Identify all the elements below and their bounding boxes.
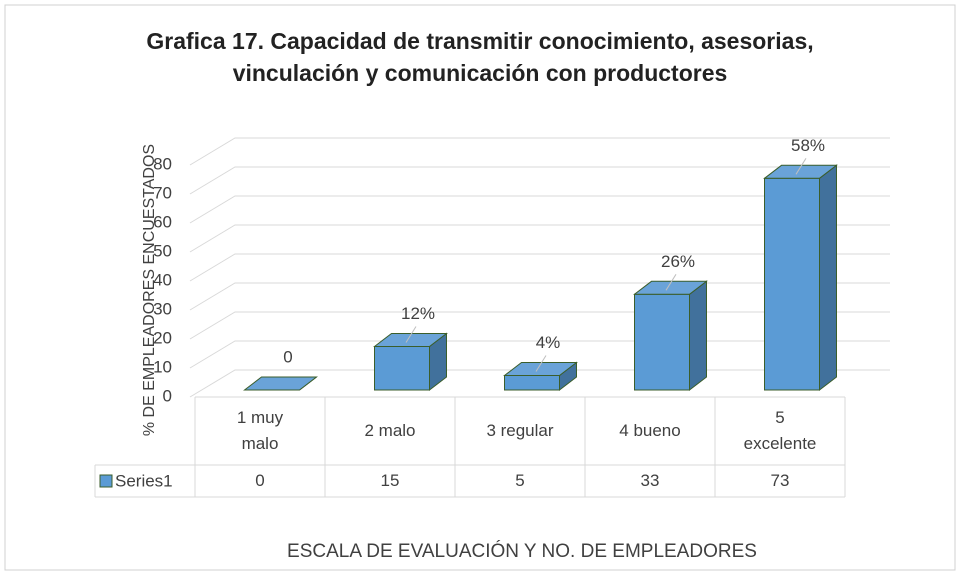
table-value: 0 (195, 465, 325, 497)
table-value-text: 73 (770, 471, 790, 490)
y-tick-label: 50 (153, 241, 172, 260)
table-value: 73 (715, 465, 845, 497)
y-tick-label: 80 (153, 154, 172, 173)
x-tick-label-text: 5 excelente (743, 408, 817, 453)
x-tick-label: 5 excelente (715, 397, 845, 465)
bar (374, 346, 430, 391)
bar-top (243, 376, 318, 391)
table-value: 5 (455, 465, 585, 497)
bar (504, 375, 560, 391)
data-label: 58% (791, 136, 825, 155)
data-label: 12% (401, 304, 435, 323)
grid-line (189, 137, 890, 166)
leader-line (665, 274, 677, 291)
table-value-text: 0 (255, 471, 265, 490)
bar (764, 177, 820, 391)
leader-line (535, 355, 547, 372)
table-value-text: 5 (515, 471, 525, 490)
table-value-text: 33 (640, 471, 660, 490)
data-label: 0 (283, 347, 292, 366)
chart-title: Grafica 17. Capacidad de transmitir cono… (146, 28, 814, 86)
x-tick-label: 3 regular (455, 397, 585, 465)
grid-line (189, 195, 890, 224)
y-tick-label: 0 (163, 386, 172, 405)
x-tick-label: 2 malo (325, 397, 455, 465)
y-tick-label: 10 (153, 357, 172, 376)
title-box: Grafica 17. Capacidad de transmitir cono… (146, 28, 814, 86)
grid-line (189, 253, 890, 282)
x-tick-label-text: 2 malo (364, 421, 416, 440)
data-label: 26% (661, 252, 695, 271)
y-tick-label: 40 (153, 270, 172, 289)
bar-top (633, 280, 708, 295)
y-tick-label: 30 (153, 299, 172, 318)
data-label: 4% (536, 333, 561, 352)
y-tick-label: 70 (153, 183, 172, 202)
leader-line (405, 326, 417, 343)
bar (634, 293, 690, 391)
legend-label: Series1 (115, 471, 173, 490)
x-axis-title: ESCALA DE EVALUACIÓN Y NO. DE EMPLEADORE… (287, 540, 757, 562)
y-tick-label: 20 (153, 328, 172, 347)
leader-line (795, 158, 807, 175)
y-axis-title: % DE EMPLEADORES ENCUESTADOS (141, 144, 158, 436)
bar-side (819, 164, 837, 392)
table-value: 33 (585, 465, 715, 497)
x-tick-label-text: 1 muy malo (236, 408, 284, 453)
bar-side (689, 280, 707, 392)
x-tick-label: 4 bueno (585, 397, 715, 465)
x-tick-label: 1 muy malo (195, 397, 325, 465)
grid-line (189, 224, 890, 253)
grid-line (189, 166, 890, 195)
bar-top (373, 333, 448, 347)
bar-top (763, 164, 838, 179)
bar-top (503, 362, 578, 376)
table-value: 15 (325, 465, 455, 497)
legend-swatch (99, 474, 113, 488)
x-tick-label-text: 4 bueno (619, 421, 681, 440)
y-tick-label: 60 (153, 212, 172, 231)
x-tick-label-text: 3 regular (486, 421, 554, 440)
table-value-text: 15 (380, 471, 400, 490)
